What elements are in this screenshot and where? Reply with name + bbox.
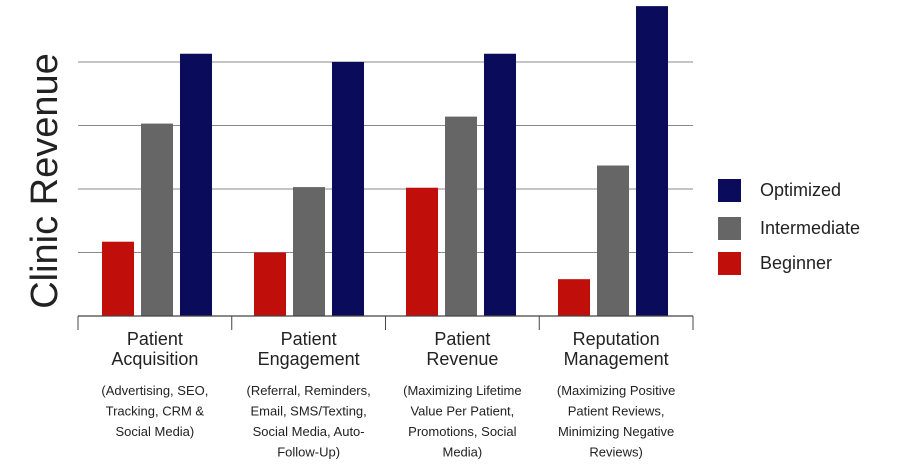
category-title: Management	[564, 349, 669, 369]
category-title: Engagement	[258, 349, 360, 369]
category-description: Social Media)	[115, 424, 194, 439]
category-description: Email, SMS/Texting,	[250, 404, 366, 419]
legend-label-optimized: Optimized	[760, 180, 841, 200]
bar-beginner-3	[406, 187, 438, 316]
category-description: Tracking, CRM &	[106, 404, 205, 419]
category-title: Acquisition	[111, 349, 198, 369]
bar-intermediate-3	[445, 116, 477, 316]
category-description: Minimizing Negative	[558, 424, 674, 439]
category-description: (Maximizing Positive	[557, 383, 675, 398]
category-title: Patient	[434, 329, 490, 349]
y-axis-label: Clinic Revenue	[24, 53, 66, 309]
legend-swatch-optimized	[718, 179, 741, 202]
category-description: Reviews)	[589, 445, 642, 460]
legend-swatch-beginner	[718, 252, 741, 275]
category-description: (Advertising, SEO,	[101, 383, 208, 398]
category-description: Social Media, Auto-	[253, 424, 365, 439]
category-description: Promotions, Social	[408, 424, 516, 439]
bar-optimized-4	[636, 6, 668, 317]
category-title: Patient	[127, 329, 183, 349]
bar-intermediate-1	[141, 123, 173, 316]
category-description: Media)	[443, 445, 483, 460]
legend-label-intermediate: Intermediate	[760, 218, 860, 238]
bar-optimized-1	[180, 53, 212, 317]
category-description: (Referral, Reminders,	[246, 383, 370, 398]
bar-intermediate-4	[597, 165, 629, 316]
x-axis	[77, 315, 694, 330]
bar-beginner-4	[558, 279, 590, 316]
bar-beginner-1	[102, 241, 134, 316]
bar-beginner-2	[254, 252, 286, 316]
bar-optimized-2	[332, 62, 364, 316]
legend-swatch-intermediate	[718, 217, 741, 240]
bar-optimized-3	[484, 53, 516, 317]
category-title: Reputation	[573, 329, 660, 349]
bars	[102, 6, 668, 317]
legend: Optimized Intermediate Beginner	[718, 179, 860, 275]
bar-intermediate-2	[293, 187, 325, 316]
legend-label-beginner: Beginner	[760, 253, 832, 273]
category-description: Patient Reviews,	[568, 404, 665, 419]
category-description: (Maximizing Lifetime	[403, 383, 521, 398]
category-title: Patient	[281, 329, 337, 349]
category-description: Value Per Patient,	[410, 404, 514, 419]
category-description: Follow-Up)	[277, 445, 340, 460]
category-title: Revenue	[426, 349, 498, 369]
